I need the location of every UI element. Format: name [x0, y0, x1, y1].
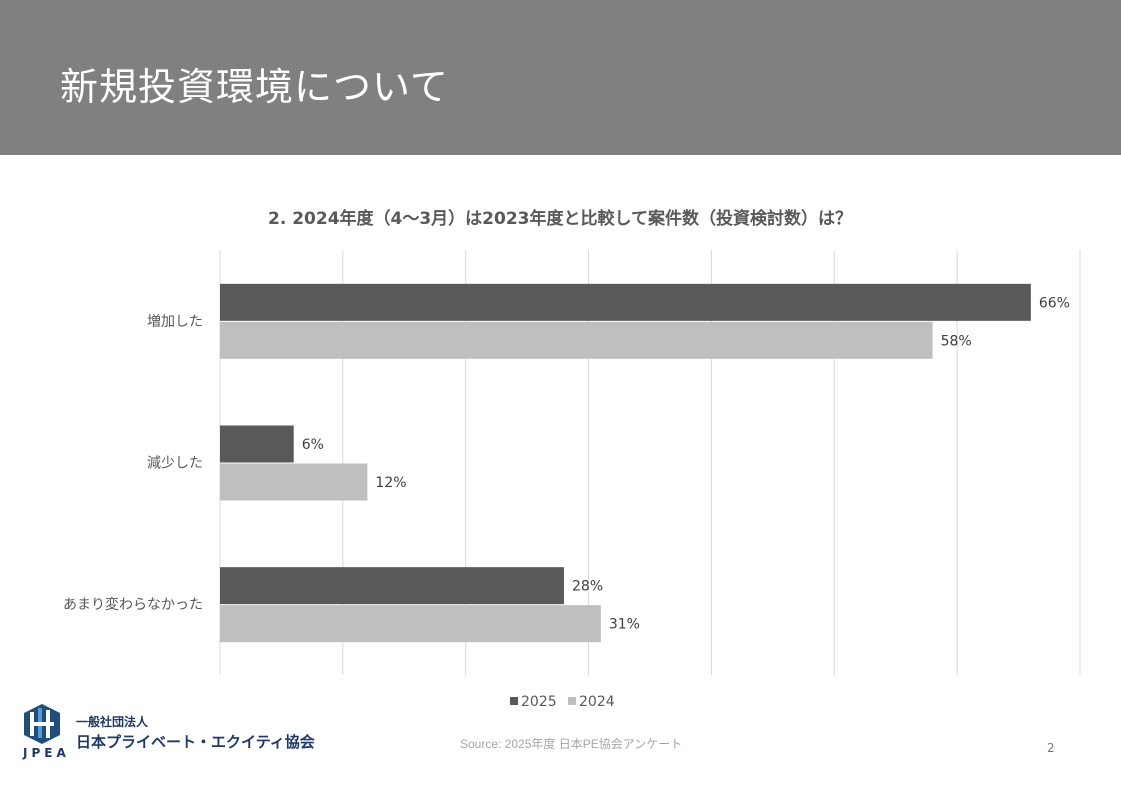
bar-2024	[220, 463, 368, 501]
chart-title: 2. 2024年度（4〜3月）は2023年度と比較して案件数（投資検討数）は？	[268, 208, 852, 229]
category-label: 増加した	[147, 314, 203, 330]
category-label: あまり変わらなかった	[63, 596, 203, 613]
data-label: 58%	[941, 333, 972, 349]
legend-swatch-2024	[568, 697, 576, 705]
data-label: 12%	[375, 475, 406, 491]
bar-2024	[220, 605, 601, 643]
page-number: 2	[1047, 741, 1055, 755]
data-label: 66%	[1039, 295, 1070, 311]
org-name: 日本プライベート・エクイティ協会	[76, 733, 315, 751]
data-label: 31%	[609, 617, 640, 633]
bar-2025	[220, 567, 564, 605]
page-title: 新規投資環境について	[60, 65, 449, 109]
header-band: 新規投資環境について	[0, 0, 1121, 155]
bar-2025	[220, 283, 1031, 321]
source-note: Source: 2025年度 日本PE協会アンケート	[460, 737, 683, 751]
jpea-logo-icon	[22, 704, 62, 748]
data-label: 6%	[302, 437, 324, 453]
data-label: 28%	[572, 579, 603, 595]
bar-2025	[220, 425, 294, 463]
legend-label: 2025	[521, 694, 557, 710]
category-label: 減少した	[147, 455, 203, 472]
legend-swatch-2025	[510, 697, 518, 705]
logo-text: JPEA	[23, 746, 70, 760]
legend-label: 2024	[579, 694, 615, 710]
org-type: 一般社団法人	[76, 715, 149, 729]
bar-2024	[220, 321, 933, 359]
